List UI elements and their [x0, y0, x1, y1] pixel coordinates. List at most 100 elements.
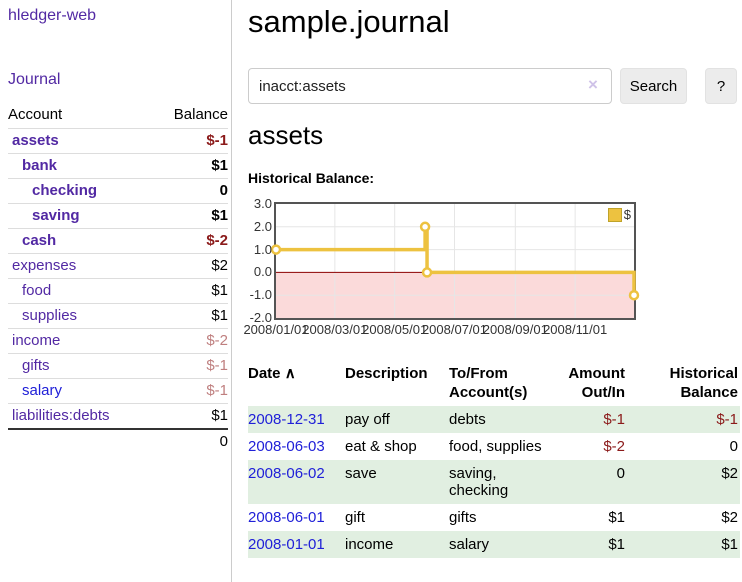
transaction-amount: 0	[616, 465, 625, 482]
balance-total-row: 0	[8, 428, 228, 454]
account-balance: $2	[151, 253, 228, 279]
x-axis-tick-label: 2008/11/01	[543, 322, 608, 337]
legend-swatch-icon	[607, 207, 622, 222]
y-axis-tick-label: 2.0	[253, 218, 272, 234]
date-column-header[interactable]: Date ∧	[248, 365, 296, 382]
account-link[interactable]: supplies	[22, 307, 78, 324]
chart-legend: $	[607, 207, 631, 222]
sidebar-item-journal[interactable]: Journal	[8, 71, 61, 88]
account-row: saving $1	[8, 203, 228, 229]
account-balance: $-1	[151, 378, 228, 404]
transaction-date-link[interactable]: 2008-01-01	[248, 536, 325, 553]
sort-ascending-icon: ∧	[284, 365, 296, 382]
transaction-description: income	[345, 536, 394, 553]
search-input[interactable]	[248, 68, 612, 104]
amount-column-header: Amount Out/In	[568, 365, 625, 401]
account-balance: $1	[151, 303, 228, 329]
register-rows: 2008-12-31 pay off debts $-1 $-1 2008-06-03 ea…	[248, 406, 740, 558]
account-link[interactable]: gifts	[22, 357, 50, 374]
clear-search-icon[interactable]: ×	[588, 75, 598, 94]
account-row: supplies $1	[8, 303, 228, 329]
y-axis-tick-label: -2.0	[249, 310, 272, 325]
x-axis-tick-label: 2008/03/01	[302, 322, 368, 337]
account-link[interactable]: food	[22, 282, 52, 299]
legend-label: $	[623, 207, 631, 222]
account-link[interactable]: cash	[22, 232, 57, 249]
transaction-accounts: debts	[449, 411, 486, 428]
transaction-description: eat & shop	[345, 438, 417, 455]
account-column-header: Account	[8, 106, 63, 123]
account-link[interactable]: liabilities:debts	[12, 407, 110, 424]
transaction-balance: $2	[721, 509, 738, 526]
x-axis-tick-label: 2008/09/01	[482, 322, 548, 337]
account-row: bank $1	[8, 153, 228, 179]
account-link[interactable]: checking	[32, 182, 98, 199]
transaction-balance: $2	[721, 465, 738, 482]
account-link[interactable]: income	[12, 332, 61, 349]
y-axis-tick-label: 1.0	[253, 241, 272, 257]
register-row: 2008-01-01 income salary $1 $1	[248, 531, 740, 558]
account-balance: $-2	[151, 228, 228, 254]
transaction-date-link[interactable]: 2008-06-02	[248, 465, 325, 482]
transaction-balance: $-1	[716, 411, 738, 428]
transaction-accounts: gifts	[449, 509, 477, 526]
description-column-header: Description	[345, 365, 428, 382]
transaction-amount: $-2	[603, 438, 625, 455]
transaction-description: gift	[345, 509, 366, 526]
transaction-amount: $1	[608, 509, 625, 526]
help-button[interactable]: ?	[705, 68, 737, 104]
account-balance: $1	[151, 203, 228, 229]
account-row: cash $-2	[8, 228, 228, 254]
x-axis-tick-label: 2008/01/01	[243, 322, 309, 337]
page-title: sample.journal	[248, 4, 450, 39]
transaction-amount: $1	[608, 536, 625, 553]
transaction-date-link[interactable]: 2008-12-31	[248, 411, 325, 428]
register-table: Date ∧ Description To/From Account(s) Am…	[248, 360, 740, 558]
account-link[interactable]: saving	[32, 207, 80, 224]
account-heading: assets	[248, 120, 324, 150]
transaction-date-link[interactable]: 2008-06-01	[248, 509, 325, 526]
account-balance: $-2	[151, 328, 228, 354]
register-row: 2008-06-02 save saving, checking 0 $2	[248, 460, 740, 504]
account-row: food $1	[8, 278, 228, 304]
search-button[interactable]: Search	[620, 68, 687, 104]
transaction-balance: $1	[721, 536, 738, 553]
transaction-date-link[interactable]: 2008-06-03	[248, 438, 325, 455]
account-row: salary $-1	[8, 378, 228, 404]
account-row: assets $-1	[8, 128, 228, 154]
transaction-accounts: food, supplies	[449, 438, 542, 455]
balance-column-header: Historical Balance	[669, 365, 738, 401]
account-balance: $-1	[151, 128, 228, 154]
account-row: expenses $2	[8, 253, 228, 279]
account-link[interactable]: assets	[12, 132, 59, 149]
account-balance: $1	[151, 403, 228, 429]
account-link[interactable]: expenses	[12, 257, 77, 274]
account-rows: assets $-1 bank $1 checking 0 saving $1 cash $-2 e…	[8, 128, 228, 429]
account-balance: $1	[151, 278, 228, 304]
register-row: 2008-06-01 gift gifts $1 $2	[248, 504, 740, 531]
account-link[interactable]: salary	[22, 382, 63, 399]
chart-title: Historical Balance:	[248, 170, 375, 186]
transaction-description: save	[345, 465, 377, 482]
account-balance: $1	[151, 153, 228, 179]
y-axis-tick-label: 0.0	[253, 264, 272, 280]
sidebar: hledger-web Journal Account Balance asse…	[0, 0, 232, 582]
main-content: sample.journal × Search ? assets Histori…	[243, 0, 740, 582]
transaction-amount: $-1	[603, 411, 625, 428]
x-axis-tick-label: 2008/05/01	[362, 322, 428, 337]
app-brand-link[interactable]: hledger-web	[8, 7, 97, 24]
accounts-column-header: To/From Account(s)	[449, 365, 528, 401]
register-row: 2008-12-31 pay off debts $-1 $-1	[248, 406, 740, 433]
account-link[interactable]: bank	[22, 157, 58, 174]
x-axis-tick-label: 2008/07/01	[421, 322, 488, 337]
chart-canvas	[270, 204, 640, 318]
sidebar-balance-table: Account Balance assets $-1 bank $1 checking 0…	[8, 102, 228, 454]
account-row: liabilities:debts $1	[8, 403, 228, 429]
y-axis-tick-label: -1.0	[249, 287, 272, 303]
search-form: × Search ?	[248, 68, 740, 104]
historical-balance-chart: $ 3.0 2.0 1.0 0.0 -1.0 -2.0 2008/01/01 2008/03/…	[243, 196, 740, 340]
transaction-description: pay off	[345, 411, 390, 428]
account-row: income $-2	[8, 328, 228, 354]
y-axis-tick-label: 3.0	[253, 196, 272, 211]
transaction-accounts: salary	[449, 536, 490, 553]
